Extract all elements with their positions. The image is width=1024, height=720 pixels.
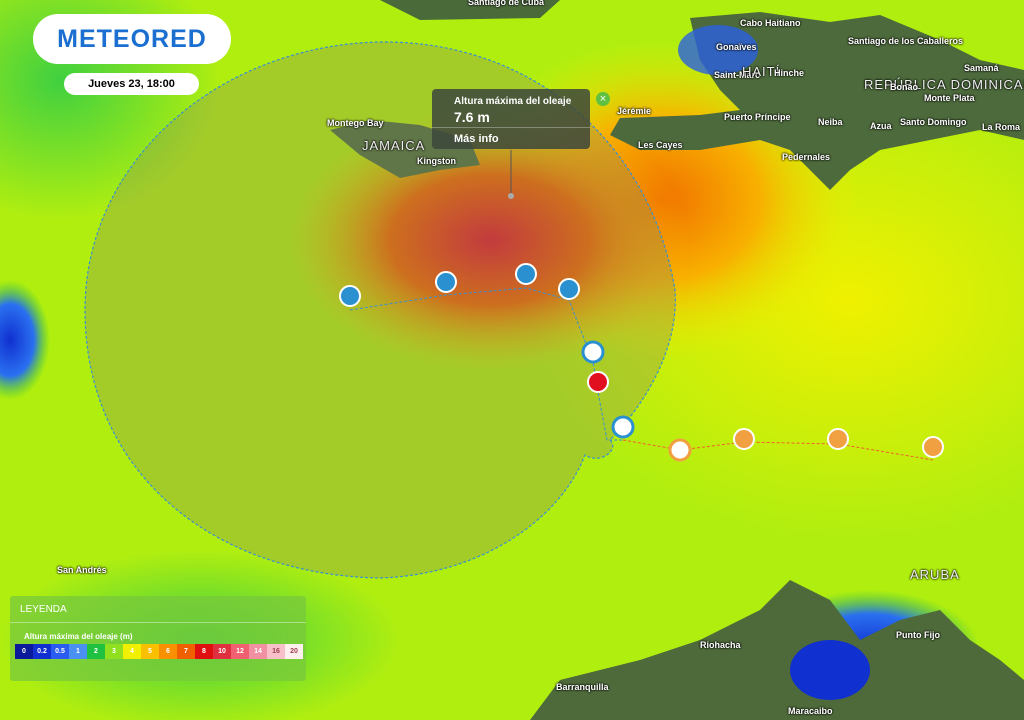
wave-field <box>290 110 690 370</box>
storm-marker[interactable] <box>515 263 537 285</box>
place-label: Puerto Príncipe <box>724 112 791 122</box>
legend-title: LEYENDA <box>20 604 67 615</box>
color-scale: 0 0.2 0.5 1 2 3 4 5 6 7 8 10 12 14 16 20 <box>15 644 303 659</box>
place-label: ARUBA <box>910 567 960 582</box>
place-label: JAMAICA <box>362 138 426 153</box>
place-label: Santo Domingo <box>900 117 967 127</box>
scale-step: 16 <box>267 644 285 659</box>
scale-step: 12 <box>231 644 249 659</box>
place-label: Santiago de los Caballeros <box>848 36 964 46</box>
datetime: Jueves 23, 18:00 <box>64 73 199 95</box>
storm-marker[interactable] <box>435 271 457 293</box>
storm-track <box>349 287 623 441</box>
storm-marker[interactable] <box>339 285 361 307</box>
wave-field <box>0 280 50 400</box>
scale-step: 0.5 <box>51 644 69 659</box>
legend-subtitle: Altura máxima del oleaje (m) <box>24 632 133 641</box>
place-label: Barranquilla <box>556 682 609 692</box>
scale-step: 4 <box>123 644 141 659</box>
info-popup: Altura máxima del oleaje 7.6 m Más info <box>432 89 590 149</box>
place-label: Montego Bay <box>327 118 384 128</box>
place-label: Bonao <box>890 82 918 92</box>
place-label: Gonaïves <box>716 42 757 52</box>
separator <box>10 622 306 623</box>
storm-marker-forecast[interactable] <box>922 436 944 458</box>
place-label: REPÚBLICA DOMINICANA <box>864 77 1024 92</box>
storm-marker-current[interactable] <box>587 371 609 393</box>
place-label: Kingston <box>417 156 456 166</box>
lake <box>790 640 870 700</box>
scale-step: 14 <box>249 644 267 659</box>
land <box>530 580 1024 720</box>
place-label: San Andrés <box>57 565 107 575</box>
close-button[interactable]: × <box>596 92 610 106</box>
sea-deep <box>678 25 758 75</box>
storm-marker-forecast[interactable] <box>668 438 692 462</box>
place-label: Saint-Marc <box>714 70 761 80</box>
scale-step: 3 <box>105 644 123 659</box>
scale-step: 0.2 <box>33 644 51 659</box>
popup-title: Altura máxima del oleaje <box>454 96 572 107</box>
place-label: Santiago de Cuba <box>468 0 545 7</box>
place-label: HAITÍ <box>742 64 781 79</box>
place-label: Punto Fijo <box>896 630 940 640</box>
scale-step: 8 <box>195 644 213 659</box>
place-label: Monte Plata <box>924 93 975 103</box>
place-label: Azua <box>870 121 892 131</box>
legend: LEYENDA Altura máxima del oleaje (m) 0 0.… <box>10 596 306 681</box>
scale-step: 0 <box>15 644 33 659</box>
storm-marker[interactable] <box>558 278 580 300</box>
scale-step: 6 <box>159 644 177 659</box>
scale-step: 10 <box>213 644 231 659</box>
storm-marker-forecast[interactable] <box>827 428 849 450</box>
scale-step: 1 <box>69 644 87 659</box>
place-label: Samaná <box>964 63 999 73</box>
popup-value: 7.6 m <box>454 109 490 125</box>
scale-step: 5 <box>141 644 159 659</box>
more-info-link[interactable]: Más info <box>454 133 499 145</box>
logo[interactable]: METEORED <box>33 14 231 64</box>
place-label: La Roma <box>982 122 1021 132</box>
place-label: Riohacha <box>700 640 741 650</box>
scale-step: 20 <box>285 644 303 659</box>
place-label: Neiba <box>818 117 843 127</box>
place-label: Hinche <box>774 68 805 78</box>
separator <box>432 127 590 128</box>
storm-marker-forecast[interactable] <box>733 428 755 450</box>
storm-marker[interactable] <box>611 415 635 439</box>
place-label: Jérémie <box>617 106 652 116</box>
storm-markers <box>339 263 944 462</box>
land <box>380 0 560 20</box>
place-label: Cabo Haitiano <box>740 18 801 28</box>
place-label: Maracaibo <box>788 706 833 716</box>
scale-step: 7 <box>177 644 195 659</box>
place-label: Les Cayes <box>638 140 683 150</box>
popup-anchor <box>508 193 514 199</box>
storm-marker[interactable] <box>581 340 605 364</box>
place-label: Pedernales <box>782 152 831 162</box>
scale-step: 2 <box>87 644 105 659</box>
forecast-cone <box>84 41 676 579</box>
